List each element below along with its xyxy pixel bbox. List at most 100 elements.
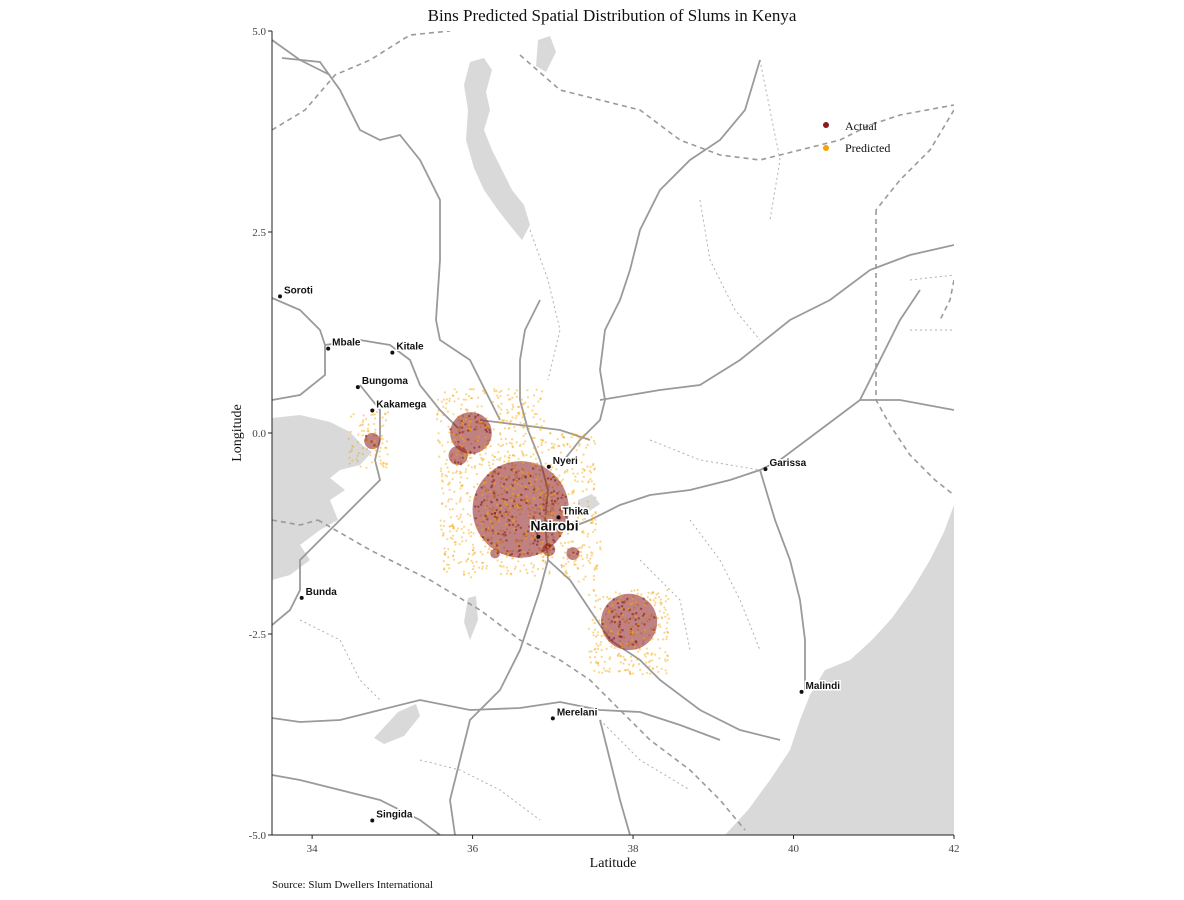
predicted-point xyxy=(453,550,456,553)
predicted-point xyxy=(595,651,598,654)
predicted-point xyxy=(448,498,451,501)
actual-point xyxy=(505,539,508,542)
actual-point xyxy=(505,491,509,494)
predicted-point xyxy=(559,451,563,454)
lake-victoria xyxy=(272,415,372,580)
predicted-point xyxy=(574,475,577,478)
actual-point xyxy=(535,543,539,546)
predicted-point xyxy=(480,458,483,461)
predicted-point xyxy=(570,540,573,543)
actual-point xyxy=(622,601,626,604)
predicted-point xyxy=(649,659,652,663)
predicted-point xyxy=(664,651,667,654)
predicted-point xyxy=(517,457,520,460)
predicted-point xyxy=(454,471,457,474)
actual-point xyxy=(499,510,502,514)
predicted-point xyxy=(618,652,621,655)
predicted-point xyxy=(348,456,351,459)
predicted-point xyxy=(522,413,525,416)
predicted-point xyxy=(374,449,377,452)
actual-point xyxy=(509,485,512,488)
predicted-point xyxy=(381,461,385,464)
actual-point xyxy=(552,511,556,515)
predicted-point xyxy=(438,440,441,443)
predicted-point xyxy=(579,550,583,554)
predicted-point xyxy=(524,440,527,443)
predicted-point xyxy=(527,405,530,409)
predicted-point xyxy=(562,444,566,447)
predicted-point xyxy=(348,450,351,454)
predicted-point xyxy=(583,433,586,436)
predicted-point xyxy=(581,531,584,534)
predicted-point xyxy=(489,445,492,448)
actual-point xyxy=(542,503,545,506)
actual-point xyxy=(449,428,452,431)
actual-point xyxy=(635,623,638,626)
predicted-point xyxy=(582,453,585,456)
predicted-point xyxy=(359,465,362,468)
predicted-point xyxy=(572,489,575,492)
predicted-point xyxy=(583,468,586,471)
city-dot-bungoma xyxy=(355,385,360,390)
actual-point xyxy=(577,554,580,558)
actual-point xyxy=(469,451,472,454)
y-tick-label-3: -2.5 xyxy=(249,629,267,641)
predicted-point xyxy=(525,453,528,457)
predicted-point xyxy=(633,589,636,592)
predicted-point xyxy=(539,418,542,421)
predicted-point xyxy=(467,395,471,398)
actual-point xyxy=(474,415,477,419)
actual-point xyxy=(535,478,538,481)
predicted-point xyxy=(442,533,445,536)
predicted-point xyxy=(564,562,568,566)
predicted-point xyxy=(583,544,586,547)
predicted-point xyxy=(542,559,545,563)
actual-cluster-2 xyxy=(448,445,468,467)
predicted-point xyxy=(499,432,502,435)
predicted-point xyxy=(537,400,540,403)
predicted-point xyxy=(536,567,540,571)
predicted-point xyxy=(452,554,455,557)
predicted-region-3 xyxy=(559,540,602,583)
actual-point xyxy=(544,514,547,518)
predicted-point xyxy=(586,535,589,538)
roads xyxy=(272,39,954,835)
predicted-point xyxy=(503,460,506,463)
predicted-point xyxy=(357,452,360,455)
predicted-point xyxy=(657,670,660,674)
predicted-point xyxy=(503,427,506,430)
actual-point xyxy=(473,496,476,500)
predicted-point xyxy=(590,480,593,483)
predicted-point xyxy=(452,527,455,530)
actual-point xyxy=(494,531,497,534)
indian-ocean xyxy=(725,505,954,835)
actual-point xyxy=(492,479,496,482)
predicted-point xyxy=(580,554,583,557)
predicted-point xyxy=(476,405,479,408)
actual-point xyxy=(610,610,614,613)
predicted-point xyxy=(652,591,655,595)
predicted-point xyxy=(554,456,557,459)
predicted-point xyxy=(374,431,377,434)
predicted-point xyxy=(664,669,667,672)
predicted-point xyxy=(665,627,668,630)
actual-point xyxy=(484,445,487,448)
predicted-point xyxy=(522,454,525,457)
predicted-point xyxy=(598,598,602,601)
actual-point xyxy=(495,508,498,512)
predicted-point xyxy=(470,397,473,400)
predicted-point xyxy=(447,556,450,559)
predicted-point xyxy=(465,408,468,411)
predicted-point xyxy=(667,617,670,620)
predicted-point xyxy=(651,637,654,641)
predicted-point xyxy=(508,426,511,430)
actual-point xyxy=(525,501,528,505)
predicted-point xyxy=(453,400,456,403)
actual-point xyxy=(525,537,528,540)
predicted-point xyxy=(493,455,496,458)
actual-point xyxy=(542,508,546,512)
predicted-point xyxy=(617,670,621,673)
actual-point xyxy=(547,498,551,501)
predicted-point xyxy=(594,635,598,638)
predicted-point xyxy=(637,662,641,666)
